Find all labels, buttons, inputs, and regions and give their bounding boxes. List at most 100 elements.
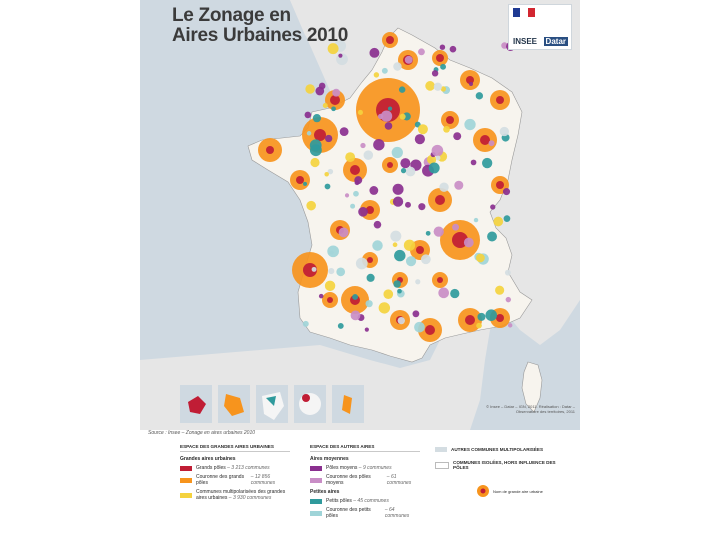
legend-label: Communes multipolarisées des grandes air… <box>196 489 286 501</box>
legend-note: – 12 856 communes <box>250 474 276 486</box>
corsica <box>521 361 543 413</box>
legend-swatch <box>310 510 322 516</box>
legend-swatch <box>180 465 192 471</box>
zone-small <box>417 124 428 135</box>
zone-pole <box>435 195 445 205</box>
zone-small <box>305 84 315 94</box>
zone-small <box>450 288 460 299</box>
zone-small <box>373 72 380 78</box>
zone-small <box>378 302 391 314</box>
legend-note: – 3 213 communes <box>227 465 270 471</box>
zone-small <box>476 253 485 263</box>
zone-small <box>352 294 359 300</box>
zone-small <box>331 106 336 112</box>
zone-small <box>412 310 420 318</box>
zone-small <box>431 144 444 157</box>
map-title: Le Zonage en Aires Urbaines 2010 <box>172 6 348 46</box>
legend-column-3: Autres communes multipolarisées Communes… <box>435 444 570 501</box>
zone-pole <box>303 263 317 277</box>
zone-small <box>393 280 401 288</box>
zone-pole <box>465 315 475 325</box>
legend-item-communes-isolees: Communes isolées, hors influence des pôl… <box>435 460 570 470</box>
zone-small <box>350 310 361 321</box>
zone-small <box>487 231 498 242</box>
legend-swatch <box>310 465 322 471</box>
legend-swatch <box>435 461 449 469</box>
zone-small <box>369 47 380 58</box>
zone-pole <box>387 162 393 168</box>
zone-small <box>463 237 474 248</box>
zone-small <box>470 159 477 166</box>
zone-small <box>322 102 328 109</box>
legend-note: – 45 communes <box>353 498 389 504</box>
legend-item-couronne-poles-moyens: Couronne des pôles moyens – 61 communes <box>310 474 420 486</box>
zone-pole <box>425 325 435 335</box>
title-line-2: Aires Urbaines 2010 <box>172 25 348 46</box>
legend-item-petits-poles: Petits pôles – 45 communes <box>310 498 420 504</box>
zone-small <box>309 139 322 152</box>
zone-small <box>398 86 406 93</box>
zone-small <box>397 316 405 325</box>
legend-note: – 9 communes <box>358 465 392 471</box>
legend-swatch <box>310 498 322 504</box>
legend-sub-aires-moyennes: Aires moyennes <box>310 456 349 462</box>
zone-small <box>304 111 312 119</box>
zone-small <box>302 320 309 327</box>
republique-flag-icon <box>513 8 535 17</box>
zone-small <box>364 327 369 332</box>
zone-pole <box>446 116 454 124</box>
map-credits: © Insee – Datar – IGN, 2011. Réalisation… <box>486 404 575 414</box>
zone-small <box>332 88 341 97</box>
aire-symbol-icon <box>477 485 489 497</box>
zone-small <box>464 118 476 131</box>
zone-small <box>414 134 425 145</box>
legend-item-multipolarisees: Communes multipolarisées des grandes air… <box>180 489 290 501</box>
inset-reunion-land <box>299 393 321 415</box>
zone-small <box>365 300 373 308</box>
zone-small <box>383 289 394 300</box>
legend-note: – 61 communes <box>386 474 412 486</box>
zone-small <box>505 296 512 303</box>
zone-small <box>338 227 349 238</box>
zone-small <box>315 86 325 96</box>
zone-small <box>345 152 356 163</box>
zone-small <box>405 166 416 177</box>
legend-label: Couronne des petits pôles <box>326 507 371 519</box>
zone-small <box>415 279 421 285</box>
zone-small <box>438 287 449 299</box>
zone-pole <box>266 146 274 154</box>
datar-logo-text: Datar <box>543 37 568 46</box>
inset-guadeloupe-land <box>188 396 206 414</box>
zone-small <box>390 230 402 242</box>
zone-small <box>324 183 331 190</box>
legend-item-autres-multipolarisees: Autres communes multipolarisées <box>435 447 570 452</box>
legend-label: Nom de grande aire urbaine <box>493 488 543 494</box>
zone-pole <box>436 54 444 62</box>
legend-label: Couronne des grands pôles <box>196 474 245 486</box>
zone-small <box>392 183 404 195</box>
zone-small <box>405 201 411 208</box>
map-source: Source : Insee – Zonage en aires urbaine… <box>148 430 256 436</box>
zone-small <box>355 257 368 270</box>
legend-label: Petits pôles <box>326 498 352 504</box>
zone-small <box>327 168 334 175</box>
zone-small <box>453 132 462 141</box>
zone-small <box>418 203 426 211</box>
zone-small <box>339 127 349 137</box>
zone-small <box>397 288 402 294</box>
legend-swatch <box>310 477 322 483</box>
legend-swatch <box>435 447 447 452</box>
zone-small <box>418 48 425 56</box>
zone-small <box>392 242 398 248</box>
overseas-insets <box>180 385 364 423</box>
zone-small <box>403 239 416 251</box>
legend-item-poles-moyens: Pôles moyens – 9 communes <box>310 465 420 471</box>
zone-small <box>485 309 498 321</box>
zone-small <box>449 45 457 53</box>
zone-small <box>350 203 356 209</box>
zone-small <box>327 43 339 55</box>
zone-small <box>507 323 513 328</box>
zone-small <box>360 142 366 149</box>
inset-mayotte-land <box>342 395 352 414</box>
zone-small <box>384 122 393 130</box>
